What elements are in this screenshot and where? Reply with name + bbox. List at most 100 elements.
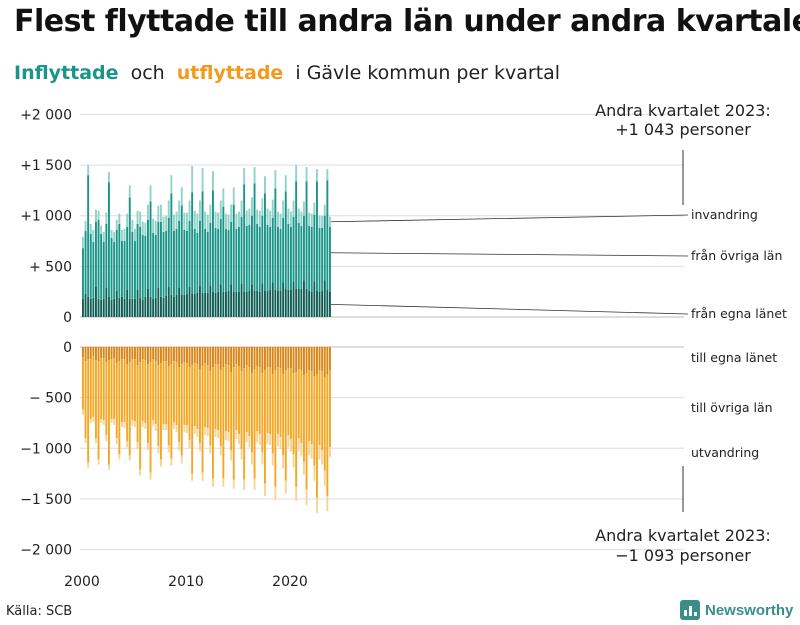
bar-out-local bbox=[329, 347, 331, 371]
bar-out-local bbox=[149, 347, 152, 363]
bar-out-other bbox=[191, 365, 194, 474]
bar-in-immig bbox=[308, 212, 311, 226]
bar-in-immig bbox=[240, 200, 243, 217]
y-tick-label-top: 0 bbox=[63, 310, 72, 326]
bar-in-immig bbox=[238, 211, 240, 227]
y-tick-label-bottom: −2 000 bbox=[20, 543, 72, 559]
bar-out-other bbox=[214, 364, 217, 430]
bar-out-other bbox=[271, 374, 274, 454]
bar-out-emig bbox=[204, 427, 207, 436]
bar-in-immig bbox=[274, 170, 277, 189]
bar-out-emig bbox=[308, 441, 311, 456]
bar-in-local bbox=[318, 291, 321, 317]
bar-in-other bbox=[123, 241, 126, 299]
bar-out-other bbox=[323, 377, 326, 471]
bar-in-immig bbox=[170, 175, 173, 194]
bar-in-immig bbox=[277, 211, 279, 227]
bar-out-other bbox=[136, 365, 139, 443]
bar-in-other bbox=[105, 223, 108, 288]
bar-out-local bbox=[238, 347, 240, 367]
bar-out-other bbox=[175, 362, 178, 426]
bar-in-local bbox=[152, 298, 155, 317]
bar-in-immig bbox=[128, 185, 131, 198]
bar-out-other bbox=[219, 370, 222, 447]
bar-in-local bbox=[162, 297, 165, 317]
bar-in-local bbox=[165, 295, 168, 317]
bar-in-immig bbox=[253, 167, 256, 184]
bar-in-immig bbox=[245, 210, 248, 226]
bar-in-immig bbox=[87, 165, 90, 176]
bar-in-other bbox=[300, 225, 303, 289]
bar-in-local bbox=[188, 286, 191, 317]
bar-in-other bbox=[316, 181, 318, 291]
bar-in-local bbox=[303, 280, 305, 317]
bar-in-local bbox=[167, 286, 170, 317]
bar-in-immig bbox=[136, 210, 139, 224]
bar-in-other bbox=[201, 191, 204, 293]
bar-out-other bbox=[178, 367, 181, 443]
bar-in-local bbox=[225, 291, 227, 317]
bar-out-other bbox=[199, 369, 201, 444]
bar-in-other bbox=[100, 233, 103, 300]
bar-in-immig bbox=[84, 220, 87, 231]
bar-in-other bbox=[113, 242, 116, 299]
bar-in-immig bbox=[264, 176, 266, 194]
bar-out-emig bbox=[84, 438, 87, 444]
bar-in-local bbox=[123, 298, 126, 317]
bar-out-other bbox=[110, 359, 113, 419]
bar-out-local bbox=[87, 347, 90, 360]
bar-in-other bbox=[219, 218, 222, 285]
bar-in-immig bbox=[149, 185, 152, 202]
bar-in-immig bbox=[300, 211, 303, 226]
annotation-top-line2: +1 043 personer bbox=[615, 120, 751, 139]
bar-in-other bbox=[186, 230, 188, 294]
bar-out-emig bbox=[253, 478, 256, 490]
y-tick-label-top: +1 500 bbox=[20, 158, 72, 174]
bar-in-other bbox=[297, 222, 300, 289]
bar-in-other bbox=[92, 242, 95, 298]
bar-in-immig bbox=[165, 215, 168, 231]
bar-in-local bbox=[118, 297, 121, 317]
bar-out-local bbox=[89, 347, 92, 360]
bar-out-emig bbox=[167, 445, 170, 453]
source-label: Källa: SCB bbox=[6, 604, 73, 619]
bar-in-immig bbox=[256, 209, 259, 224]
bar-in-other bbox=[118, 223, 121, 298]
bar-in-immig bbox=[89, 223, 92, 234]
bar-out-local bbox=[82, 347, 84, 358]
bar-in-other bbox=[256, 223, 259, 291]
bar-in-immig bbox=[282, 200, 285, 218]
bar-in-other bbox=[206, 231, 209, 293]
bar-in-other bbox=[183, 229, 186, 295]
bar-out-other bbox=[209, 371, 212, 446]
bar-in-other bbox=[217, 228, 220, 292]
bar-out-emig bbox=[258, 434, 261, 446]
x-tick-label: 2010 bbox=[168, 574, 204, 590]
bar-in-immig bbox=[212, 171, 214, 191]
bar-in-other bbox=[204, 228, 207, 293]
bar-in-other bbox=[149, 201, 152, 297]
bar-out-emig bbox=[193, 426, 196, 435]
bar-out-emig bbox=[162, 423, 165, 431]
bar-in-other bbox=[277, 226, 279, 291]
bar-in-local bbox=[253, 290, 256, 317]
bar-out-emig bbox=[206, 428, 209, 437]
bar-out-emig bbox=[300, 443, 303, 457]
bar-out-other bbox=[108, 360, 110, 465]
bar-out-other bbox=[167, 366, 170, 446]
bar-out-emig bbox=[188, 440, 191, 449]
bar-out-emig bbox=[264, 483, 266, 496]
y-tick-label-bottom: − 500 bbox=[29, 391, 72, 407]
bar-in-immig bbox=[160, 204, 162, 222]
bar-out-local bbox=[297, 347, 300, 370]
bar-out-other bbox=[243, 368, 246, 480]
bar-in-local bbox=[82, 298, 84, 317]
bar-out-emig bbox=[92, 416, 95, 422]
bar-out-local bbox=[300, 347, 303, 371]
bar-in-local bbox=[157, 287, 160, 317]
bar-out-emig bbox=[136, 442, 139, 450]
bar-out-other bbox=[180, 364, 183, 456]
bar-out-local bbox=[199, 347, 201, 370]
bar-out-other bbox=[87, 359, 90, 463]
bar-out-other bbox=[248, 367, 251, 437]
